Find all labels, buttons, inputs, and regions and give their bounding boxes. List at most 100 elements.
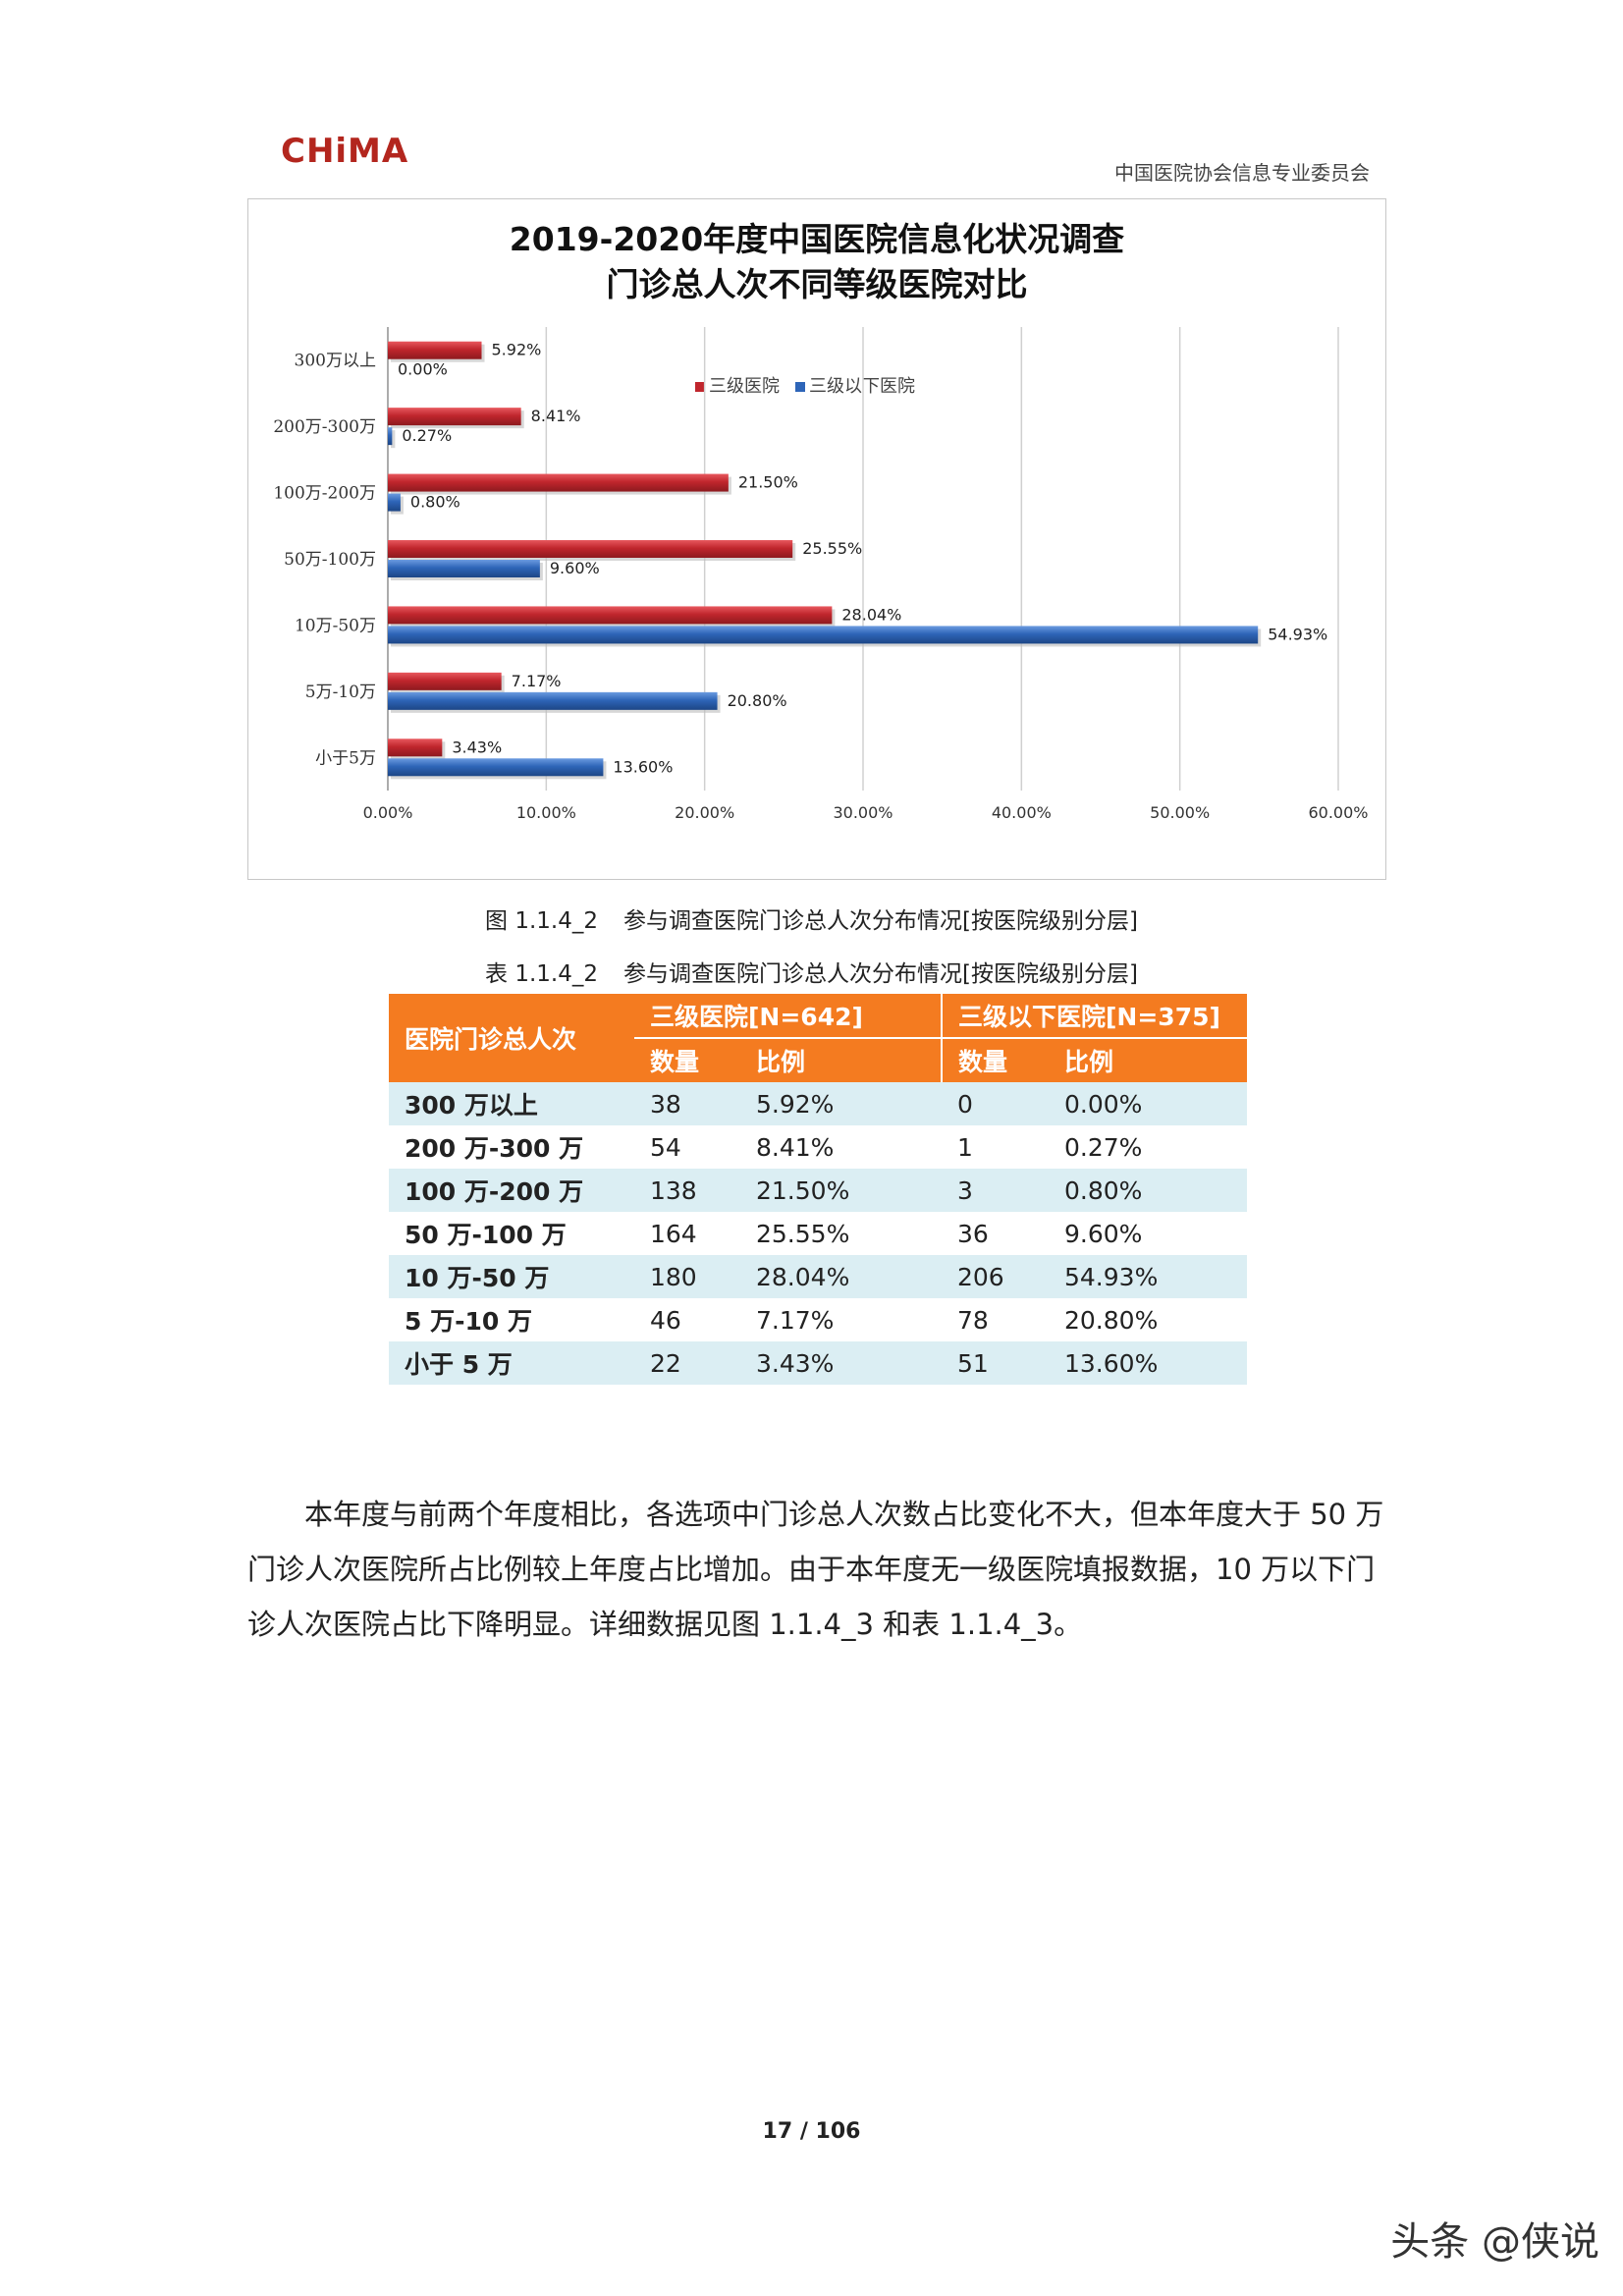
ratio-cell: 54.93% [1049,1255,1247,1298]
bar-value-label: 28.04% [841,605,901,624]
chart-subtitle: 门诊总人次不同等级医院对比 [607,265,1028,303]
group2-header: 三级以下医院[N=375] [941,994,1247,1039]
x-tick-label: 30.00% [833,803,893,822]
row-label: 100 万-200 万 [389,1169,634,1212]
count-cell: 138 [634,1169,740,1212]
x-tick-label: 40.00% [992,803,1052,822]
bar-chart: 2019-2020年度中国医院信息化状况调查 门诊总人次不同等级医院对比 三级医… [273,220,1369,822]
ratio-cell: 9.60% [1049,1212,1247,1255]
chart-container: 2019-2020年度中国医院信息化状况调查 门诊总人次不同等级医院对比 三级医… [247,198,1386,880]
table-caption-number: 表 1.1.4_2 [485,961,598,987]
ratio-cell: 7.17% [740,1298,942,1341]
bar-value-label: 0.80% [410,493,460,512]
bar-value-label: 21.50% [738,473,798,492]
count-header-2: 数量 [941,1038,1049,1082]
ratio-cell: 5.92% [740,1082,942,1125]
ratio-cell: 0.27% [1049,1125,1247,1169]
bar-below-level3 [388,493,401,512]
table-body: 300 万以上 38 5.92% 0 0.00% 200 万-300 万 54 8.41% 1 0… [389,1082,1247,1385]
chart-title: 2019-2020年度中国医院信息化状况调查 [510,220,1124,258]
ratio-cell: 8.41% [740,1125,942,1169]
bar-below-level3 [388,758,604,777]
bar-level3 [388,672,502,690]
bar-value-label: 9.60% [550,559,600,577]
count-cell: 164 [634,1212,740,1255]
row-label: 小于 5 万 [389,1341,634,1385]
figure-caption-text: 参与调查医院门诊总人次分布情况[按医院级别分层] [623,908,1138,934]
page-number: 17 / 106 [762,2119,861,2144]
bar-value-label: 0.00% [398,360,448,379]
count-cell: 38 [634,1082,740,1125]
bar-value-label: 20.80% [728,691,787,710]
bar-value-label: 25.55% [802,539,862,558]
bar-level3 [388,738,443,757]
bar-level3 [388,540,793,558]
x-tick-label: 20.00% [675,803,734,822]
category-label: 200万-300万 [273,417,376,437]
count-cell: 51 [942,1341,1049,1385]
count-cell: 1 [942,1125,1049,1169]
body-paragraph-text: 本年度与前两个年度相比，各选项中门诊总人次数占比变化不大，但本年度大于 50 万… [247,1498,1384,1641]
category-label: 10万-50万 [295,616,376,635]
table-row: 50 万-100 万 164 25.55% 36 9.60% [389,1212,1247,1255]
ratio-header-1: 比例 [740,1038,942,1082]
bar-value-label: 7.17% [512,672,562,690]
bar-below-level3 [388,560,540,577]
figure-caption: 图 1.1.4_2 参与调查医院门诊总人次分布情况[按医院级别分层] [0,902,1623,935]
bar-below-level3 [388,626,1259,644]
legend-label: 三级医院 [709,376,780,397]
table-row: 5 万-10 万 46 7.17% 78 20.80% [389,1298,1247,1341]
ratio-cell: 21.50% [740,1169,942,1212]
count-cell: 0 [942,1082,1049,1125]
count-cell: 46 [634,1298,740,1341]
bar-value-label: 0.27% [402,426,452,445]
row-label: 5 万-10 万 [389,1298,634,1341]
ratio-cell: 3.43% [740,1341,942,1385]
table-row: 小于 5 万 22 3.43% 51 13.60% [389,1341,1247,1385]
count-cell: 78 [942,1298,1049,1341]
row-label: 200 万-300 万 [389,1125,634,1169]
body-paragraph: 本年度与前两个年度相比，各选项中门诊总人次数占比变化不大，但本年度大于 50 万… [247,1487,1386,1652]
chart-category-labels: 300万以上 200万-300万 100万-200万 50万-100万 10万-50万 5… [273,352,376,769]
bar-below-level3 [388,427,393,446]
bar-value-label: 54.93% [1268,625,1327,643]
chart-legend: 三级医院 三级以下医院 [695,376,915,397]
bar-value-label: 13.60% [613,757,673,776]
bar-shadow [391,430,396,449]
chima-logo: CHiMA [281,132,409,171]
bar-value-label: 3.43% [452,738,502,756]
count-cell: 206 [942,1255,1049,1298]
ratio-cell: 0.80% [1049,1169,1247,1212]
bar-level3 [388,408,521,426]
bar-level3 [388,473,729,492]
bar-level3 [388,341,482,359]
category-label: 300万以上 [295,352,376,371]
count-cell: 3 [942,1169,1049,1212]
category-label: 50万-100万 [284,550,376,570]
ratio-cell: 25.55% [740,1212,942,1255]
category-label: 小于5万 [315,748,376,768]
x-tick-label: 10.00% [516,803,576,822]
bar-value-label: 8.41% [531,407,581,425]
bar-value-label: 5.92% [492,341,542,359]
row-header-cell: 医院门诊总人次 [389,994,634,1082]
chart-bars: 5.92% 0.00% 8.41% 0.27% 21.50% 0.80% 25.55% 9.6… [388,341,1327,780]
org-name: 中国医院协会信息专业委员会 [1114,161,1370,185]
row-label: 50 万-100 万 [389,1212,634,1255]
x-tick-label: 0.00% [363,803,413,822]
data-table: 医院门诊总人次 三级医院[N=642] 三级以下医院[N=375] 数量 比例 … [389,994,1247,1385]
legend-label: 三级以下医院 [809,376,915,397]
legend-swatch [695,382,705,392]
category-label: 5万-10万 [305,683,376,702]
ratio-cell: 28.04% [740,1255,942,1298]
table-row: 300 万以上 38 5.92% 0 0.00% [389,1082,1247,1125]
ratio-cell: 20.80% [1049,1298,1247,1341]
watermark: 头条 @侠说 [1390,2219,1599,2265]
table-row: 200 万-300 万 54 8.41% 1 0.27% [389,1125,1247,1169]
x-tick-label: 60.00% [1308,803,1368,822]
group1-header: 三级医院[N=642] [634,994,942,1039]
chart-tick-labels: 0.00% 10.00% 20.00% 30.00% 40.00% 50.00% 60.00… [363,803,1369,822]
row-label: 300 万以上 [389,1082,634,1125]
table-row: 100 万-200 万 138 21.50% 3 0.80% [389,1169,1247,1212]
bar-level3 [388,606,833,625]
